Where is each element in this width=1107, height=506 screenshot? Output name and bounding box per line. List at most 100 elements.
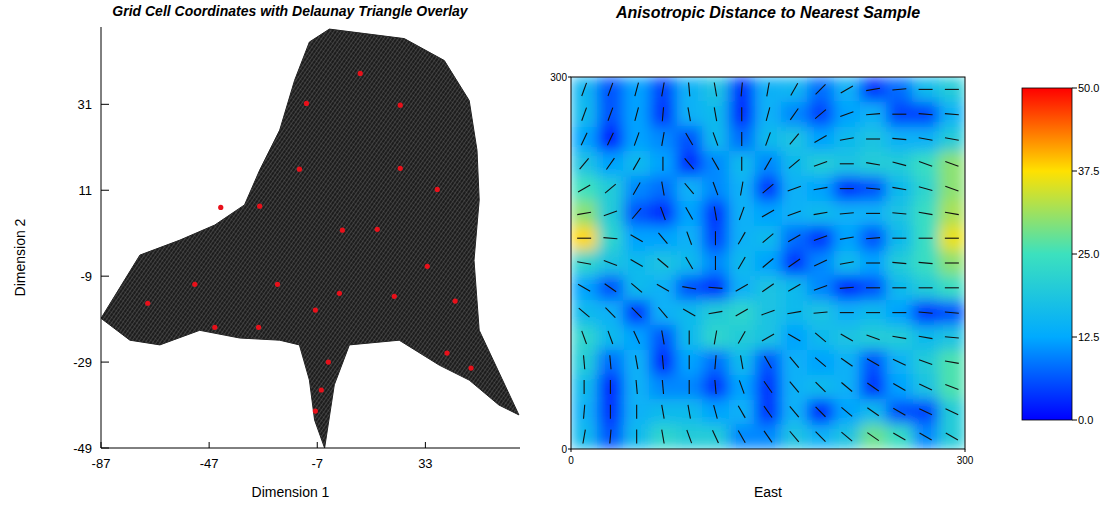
direction-dash — [713, 182, 718, 195]
direction-dash — [816, 382, 826, 392]
heat-cell — [597, 201, 624, 226]
direction-dash — [816, 432, 826, 442]
heat-cell — [650, 201, 677, 226]
heat-cell — [912, 102, 939, 127]
heat-cell — [624, 300, 651, 325]
direction-dash — [687, 430, 692, 443]
x-tick-label: -47 — [200, 456, 219, 471]
direction-dash — [686, 133, 693, 145]
direction-dash — [764, 431, 772, 442]
heat-cell — [912, 399, 939, 424]
direction-dash — [662, 331, 664, 345]
direction-dash — [763, 234, 774, 243]
direction-dash — [788, 334, 800, 341]
heat-cell — [834, 399, 861, 424]
direction-dash — [789, 159, 800, 168]
direction-dash — [919, 262, 933, 263]
heat-cell — [571, 226, 598, 251]
direction-dash — [739, 380, 744, 393]
direction-dash — [764, 406, 772, 417]
heat-cell — [571, 325, 598, 350]
direction-dash — [892, 114, 906, 115]
direction-dash — [945, 238, 959, 239]
heat-cell — [860, 325, 887, 350]
heat-cell — [886, 325, 913, 350]
direction-dash — [866, 88, 880, 90]
direction-dash — [688, 107, 690, 121]
heat-cell — [912, 350, 939, 375]
direction-dash — [946, 433, 958, 440]
heat-cell — [860, 251, 887, 276]
heat-cell — [834, 226, 861, 251]
sample-point — [375, 227, 380, 232]
heat-cell — [650, 300, 677, 325]
direction-dash — [604, 211, 617, 216]
mesh-region — [101, 29, 519, 448]
heat-cell — [650, 102, 677, 127]
direction-dash — [841, 358, 852, 366]
heat-cell — [755, 77, 782, 102]
heat-cell — [939, 251, 965, 276]
heat-cell — [781, 251, 808, 276]
direction-dash — [840, 312, 854, 313]
direction-dash — [945, 262, 959, 263]
direction-dash — [919, 114, 933, 115]
heat-cell — [912, 151, 939, 176]
heat-cell — [807, 424, 834, 449]
direction-dash — [584, 405, 585, 419]
direction-dash — [893, 359, 906, 365]
direction-dash — [658, 259, 669, 268]
x-tick-label: 0 — [568, 455, 574, 466]
heat-cell — [807, 350, 834, 375]
heat-cell — [807, 127, 834, 152]
heat-cell — [860, 350, 887, 375]
heat-cell — [860, 201, 887, 226]
heat-cell — [571, 424, 598, 449]
heat-cell — [702, 350, 729, 375]
direction-dash — [762, 284, 773, 292]
direction-dash — [741, 182, 743, 196]
direction-dash — [788, 235, 800, 242]
heat-cell — [571, 201, 598, 226]
direction-dash — [715, 355, 716, 369]
heat-cell — [860, 424, 887, 449]
heat-cell — [597, 325, 624, 350]
sample-point — [256, 325, 261, 330]
direction-dash — [764, 381, 772, 392]
direction-dash — [715, 231, 716, 245]
sample-point — [444, 350, 449, 355]
heat-cell — [807, 399, 834, 424]
direction-dash — [662, 430, 664, 444]
heat-cell — [624, 102, 651, 127]
direction-dash — [945, 161, 958, 166]
direction-dash — [814, 161, 827, 166]
heat-cell — [676, 176, 703, 201]
direction-dash — [919, 287, 933, 288]
heat-cell — [781, 151, 808, 176]
direction-dash — [866, 335, 879, 340]
heat-cell — [781, 226, 808, 251]
direction-dash — [577, 238, 591, 239]
heat-cell — [571, 300, 598, 325]
heat-cell — [939, 350, 965, 375]
direction-dash — [713, 132, 718, 145]
direction-dash — [919, 409, 932, 415]
heat-cell — [729, 226, 756, 251]
direction-dash — [608, 108, 613, 121]
heat-cell — [939, 201, 965, 226]
heat-cell — [834, 375, 861, 400]
direction-dash — [945, 89, 959, 90]
direction-dash — [605, 284, 616, 292]
heat-cell — [650, 151, 677, 176]
direction-dash — [767, 83, 769, 97]
heat-cell — [860, 151, 887, 176]
heat-cell — [729, 102, 756, 127]
heat-cell — [807, 375, 834, 400]
sample-point — [398, 166, 403, 171]
direction-dash — [662, 182, 664, 196]
sample-point — [313, 408, 318, 413]
heat-cell — [624, 151, 651, 176]
direction-dash — [635, 83, 639, 97]
direction-dash — [610, 380, 611, 394]
heat-cell — [729, 300, 756, 325]
